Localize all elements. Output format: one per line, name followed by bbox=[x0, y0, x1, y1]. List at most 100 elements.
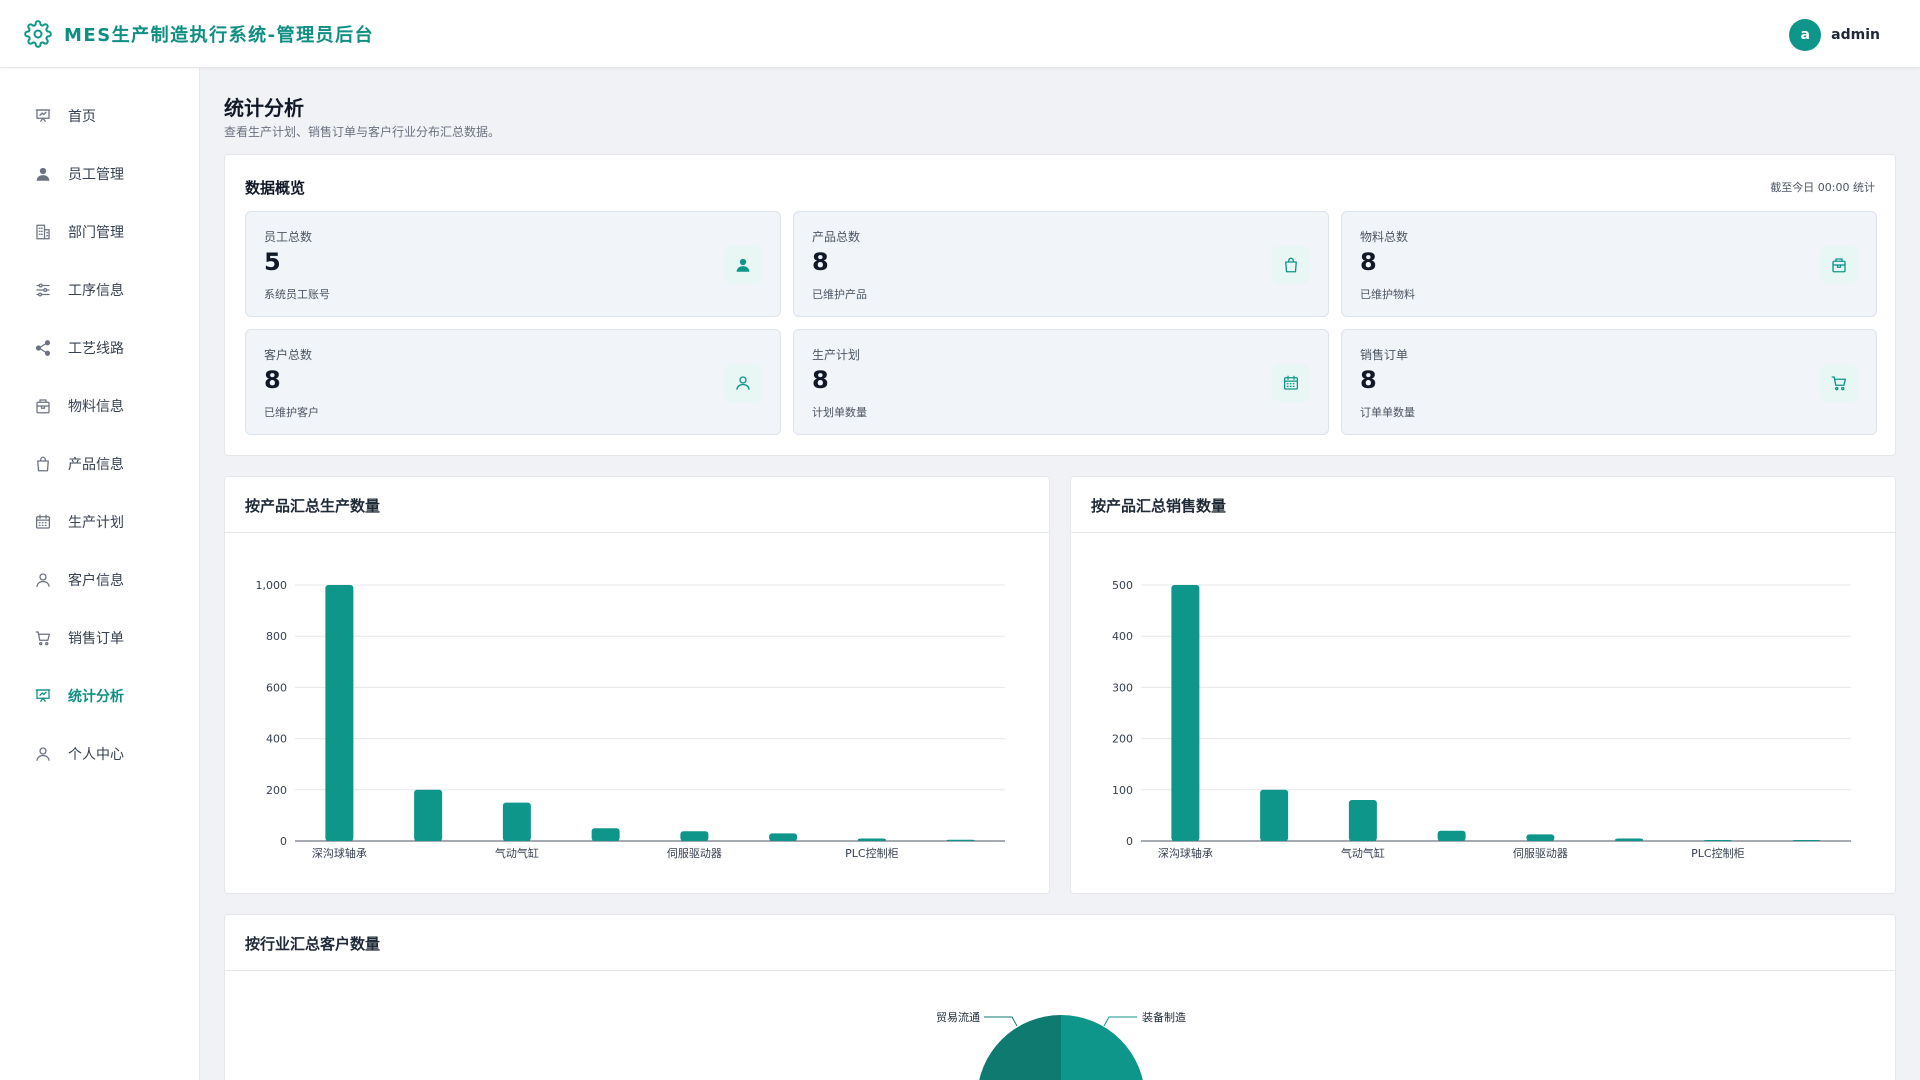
bar bbox=[1348, 800, 1377, 841]
sidebar-item-statistics[interactable]: 统计分析 bbox=[0, 676, 200, 716]
sidebar-item-label: 物料信息 bbox=[68, 399, 124, 415]
cart-icon bbox=[1820, 364, 1858, 402]
top-bar: MES生产制造执行系统-管理员后台 a admin bbox=[0, 0, 1920, 68]
production-chart-panel: 按产品汇总生产数量 0 200 400 600 800 1,000 深沟球轴承 气动气缸 伺服驱… bbox=[224, 476, 1050, 894]
bar bbox=[1260, 789, 1289, 841]
y-tick-label: 400 bbox=[1112, 630, 1133, 643]
production-bar-chart: 0 200 400 600 800 1,000 深沟球轴承 气动气缸 伺服驱动器 PLC控制柜 bbox=[256, 579, 1005, 860]
sidebar-item-employees[interactable]: 员工管理 bbox=[0, 154, 200, 194]
x-tick-label: 气动气缸 bbox=[495, 846, 539, 860]
stat-desc: 系统员工账号 bbox=[264, 288, 330, 301]
stat-label: 产品总数 bbox=[812, 230, 861, 244]
sidebar-item-products[interactable]: 产品信息 bbox=[0, 444, 200, 484]
stat-card-employees[interactable]: 员工总数 5 系统员工账号 bbox=[245, 211, 781, 317]
sidebar-item-label: 统计分析 bbox=[68, 689, 124, 705]
y-tick-label: 500 bbox=[1112, 579, 1133, 592]
cart-icon bbox=[34, 629, 52, 647]
user-menu[interactable]: a admin bbox=[1789, 19, 1880, 51]
stat-card-sales-orders[interactable]: 销售订单 8 订单单数量 bbox=[1341, 329, 1877, 435]
chart-title: 按行业汇总客户数量 bbox=[245, 935, 381, 953]
sales-bar-chart: 0 100 200 300 400 500 深沟球轴承 气动气缸 伺服驱动器 PLC控制柜 bbox=[1112, 579, 1851, 860]
x-tick-label: 气动气缸 bbox=[1341, 846, 1385, 860]
user-solid-icon bbox=[34, 165, 52, 183]
sidebar-item-label: 客户信息 bbox=[68, 573, 124, 589]
y-tick-label: 1,000 bbox=[256, 579, 288, 592]
overview-title: 数据概览 bbox=[245, 179, 306, 197]
stat-card-materials[interactable]: 物料总数 8 已维护物料 bbox=[1341, 211, 1877, 317]
stat-label: 客户总数 bbox=[264, 348, 313, 362]
x-tick-label: 伺服驱动器 bbox=[1513, 847, 1568, 860]
box-icon bbox=[34, 397, 52, 415]
stat-desc: 已维护产品 bbox=[812, 288, 867, 301]
y-tick-label: 0 bbox=[280, 835, 287, 848]
sidebar-item-customers[interactable]: 客户信息 bbox=[0, 560, 200, 600]
bar bbox=[1437, 830, 1466, 841]
pie-label-line-trade bbox=[984, 1016, 1018, 1027]
industry-pie-chart: 贸易流通 装备制造 bbox=[936, 1010, 1186, 1080]
overview-note: 截至今日 00:00 统计 bbox=[1770, 181, 1875, 194]
stat-desc: 已维护物料 bbox=[1360, 288, 1415, 301]
sidebar-item-processes[interactable]: 工序信息 bbox=[0, 270, 200, 310]
sidebar-item-label: 销售订单 bbox=[68, 631, 124, 647]
bag-icon bbox=[34, 455, 52, 473]
sidebar-item-label: 首页 bbox=[68, 109, 96, 125]
stat-desc: 计划单数量 bbox=[812, 406, 867, 419]
x-tick-label: 深沟球轴承 bbox=[312, 846, 367, 860]
stat-desc: 已维护客户 bbox=[264, 406, 319, 419]
y-tick-label: 800 bbox=[266, 630, 287, 643]
stat-value: 8 bbox=[1360, 366, 1377, 394]
user-outline-icon bbox=[724, 364, 762, 402]
y-tick-label: 600 bbox=[266, 681, 287, 694]
stat-label: 员工总数 bbox=[264, 230, 313, 244]
sidebar-item-departments[interactable]: 部门管理 bbox=[0, 212, 200, 252]
stat-value: 8 bbox=[812, 248, 829, 276]
panel-header: 按产品汇总销售数量 bbox=[1071, 477, 1895, 533]
bar bbox=[769, 833, 798, 841]
x-tick-label: PLC控制柜 bbox=[1691, 846, 1744, 860]
stat-label: 销售订单 bbox=[1360, 348, 1409, 362]
y-tick-label: 0 bbox=[1126, 835, 1133, 848]
sidebar-item-label: 个人中心 bbox=[68, 747, 124, 763]
sidebar-item-home[interactable]: 首页 bbox=[0, 96, 200, 136]
stat-value: 8 bbox=[264, 366, 281, 394]
sidebar-item-production-plan[interactable]: 生产计划 bbox=[0, 502, 200, 542]
building-icon bbox=[34, 223, 52, 241]
presentation-icon bbox=[34, 107, 52, 125]
x-tick-label: PLC控制柜 bbox=[845, 846, 898, 860]
user-outline-icon bbox=[34, 745, 52, 763]
pie-slice-trade bbox=[979, 1015, 1061, 1080]
stat-value: 8 bbox=[1360, 248, 1377, 276]
app-title: MES生产制造执行系统-管理员后台 bbox=[64, 25, 375, 46]
stat-label: 生产计划 bbox=[812, 348, 861, 362]
gear-icon bbox=[24, 20, 52, 48]
stat-card-production-plans[interactable]: 生产计划 8 计划单数量 bbox=[793, 329, 1329, 435]
sidebar-item-materials[interactable]: 物料信息 bbox=[0, 386, 200, 426]
page-subtitle: 查看生产计划、销售订单与客户行业分布汇总数据。 bbox=[224, 125, 501, 139]
brand[interactable]: MES生产制造执行系统-管理员后台 bbox=[24, 20, 374, 48]
y-tick-label: 200 bbox=[1112, 733, 1133, 746]
sidebar-item-profile[interactable]: 个人中心 bbox=[0, 734, 200, 774]
stat-value: 5 bbox=[264, 248, 281, 276]
y-tick-label: 100 bbox=[1112, 784, 1133, 797]
stat-card-products[interactable]: 产品总数 8 已维护产品 bbox=[793, 211, 1329, 317]
user-outline-icon bbox=[34, 571, 52, 589]
sidebar-item-sales-orders[interactable]: 销售订单 bbox=[0, 618, 200, 658]
sidebar-item-routes[interactable]: 工艺线路 bbox=[0, 328, 200, 368]
sales-chart-panel: 按产品汇总销售数量 0 100 200 300 400 500 深沟球轴承 气动气缸 伺服驱动器… bbox=[1070, 476, 1896, 894]
box-icon bbox=[1820, 246, 1858, 284]
industry-chart-panel: 按行业汇总客户数量 贸易流通 装备制造 bbox=[224, 914, 1896, 1080]
panel-header: 按产品汇总生产数量 bbox=[225, 477, 1049, 533]
username[interactable]: admin bbox=[1831, 27, 1880, 43]
sidebar-item-label: 员工管理 bbox=[68, 167, 124, 183]
y-tick-label: 300 bbox=[1112, 681, 1133, 694]
pie-label-equipment: 装备制造 bbox=[1142, 1010, 1186, 1024]
bar bbox=[1526, 834, 1555, 841]
pie-slice-equipment bbox=[1061, 1015, 1143, 1080]
sidebar-item-label: 产品信息 bbox=[68, 457, 124, 473]
avatar[interactable]: a bbox=[1789, 19, 1822, 51]
share-icon bbox=[34, 339, 52, 357]
bar bbox=[414, 789, 443, 841]
stat-value: 8 bbox=[812, 366, 829, 394]
bar bbox=[591, 828, 620, 841]
stat-card-customers[interactable]: 客户总数 8 已维护客户 bbox=[245, 329, 781, 435]
